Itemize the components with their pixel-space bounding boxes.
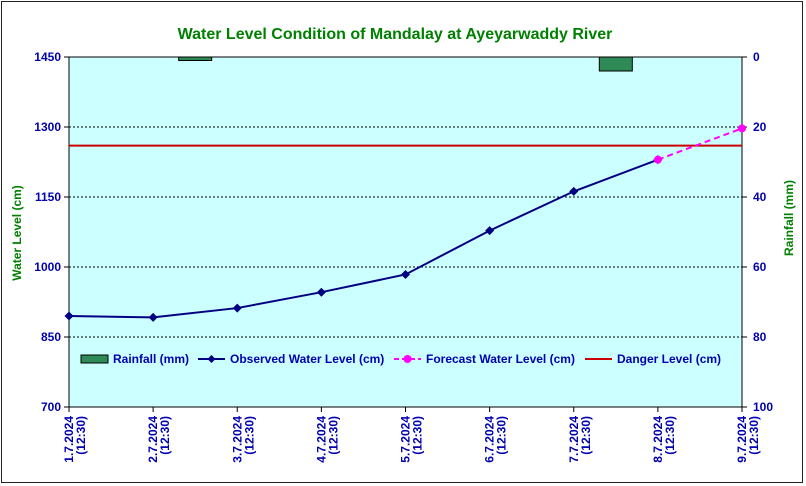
- chart-title: Water Level Condition of Mandalay at Aye…: [178, 26, 613, 43]
- y-right-tick-label: 100: [753, 400, 773, 414]
- observed-point: [232, 303, 242, 313]
- x-tick-date: 9.7.2024: [735, 416, 749, 463]
- forecast-point: [738, 124, 746, 133]
- x-tick-date: 7.7.2024: [567, 416, 581, 463]
- x-tick-date: 3.7.2024: [230, 416, 244, 463]
- y-axis-right-title: Rainfall (mm): [782, 180, 796, 256]
- legend-label: Danger Level (cm): [617, 352, 721, 366]
- series-lines: [64, 124, 746, 322]
- x-tick-date: 4.7.2024: [314, 416, 328, 463]
- x-tick-time: (12:30): [326, 416, 340, 455]
- observed-point: [316, 287, 326, 297]
- x-tick-time: (12:30): [495, 416, 509, 455]
- observed-point: [148, 312, 158, 322]
- x-tick-time: (12:30): [74, 416, 88, 455]
- x-tick-date: 1.7.2024: [62, 416, 76, 463]
- legend-marker-observed: [207, 355, 216, 363]
- legend-label: Observed Water Level (cm): [230, 352, 384, 366]
- x-tick-date: 5.7.2024: [399, 416, 413, 463]
- y-left-tick-label: 1300: [34, 120, 61, 134]
- x-tick-date: 8.7.2024: [651, 416, 665, 463]
- y-right-tick-label: 20: [753, 120, 767, 134]
- x-tick-time: (12:30): [242, 416, 256, 455]
- x-tick-date: 2.7.2024: [146, 416, 160, 463]
- y-left-tick-label: 1000: [34, 260, 61, 274]
- x-tick-time: (12:30): [579, 416, 593, 455]
- y-axis-left-title: Water Level (cm): [10, 185, 24, 281]
- observed-point: [64, 311, 74, 321]
- rainfall-bar: [598, 56, 633, 72]
- observed-point: [569, 186, 579, 196]
- y-left-tick-label: 1450: [34, 50, 61, 64]
- x-tick-time: (12:30): [747, 416, 761, 455]
- y-right-tick-label: 40: [753, 190, 767, 204]
- rainfall-bars: [178, 56, 633, 72]
- legend-swatch-rainfall: [80, 354, 109, 364]
- y-left-tick-label: 1150: [35, 190, 61, 204]
- observed-point: [485, 226, 495, 236]
- observed-water-level-line: [68, 158, 659, 319]
- y-right-tick-label: 0: [753, 50, 760, 64]
- x-tick-time: (12:30): [158, 416, 172, 455]
- legend-label: Rainfall (mm): [113, 352, 189, 366]
- y-right-tick-label: 80: [753, 330, 767, 344]
- observed-point: [401, 269, 410, 279]
- forecast-point: [653, 155, 662, 164]
- y-left-tick-label: 850: [41, 330, 61, 344]
- y-left-tick-label: 700: [41, 400, 61, 414]
- forecast-water-level-line: [657, 127, 743, 161]
- legend-marker-forecast: [403, 355, 412, 363]
- legend-label: Forecast Water Level (cm): [426, 352, 575, 366]
- plot-area: [68, 56, 743, 408]
- x-tick-time: (12:30): [663, 416, 677, 455]
- legend: Rainfall (mm) Observed Water Level (cm) Fo…: [80, 352, 721, 366]
- rainfall-bar: [178, 56, 213, 61]
- y-right-tick-label: 60: [753, 260, 767, 274]
- x-tick-date: 6.7.2024: [483, 416, 497, 463]
- x-tick-time: (12:30): [411, 416, 425, 455]
- axes: 700 850 1000 1150 1300 1450 0 20 40 60 80 100 1.7.20…: [34, 50, 773, 463]
